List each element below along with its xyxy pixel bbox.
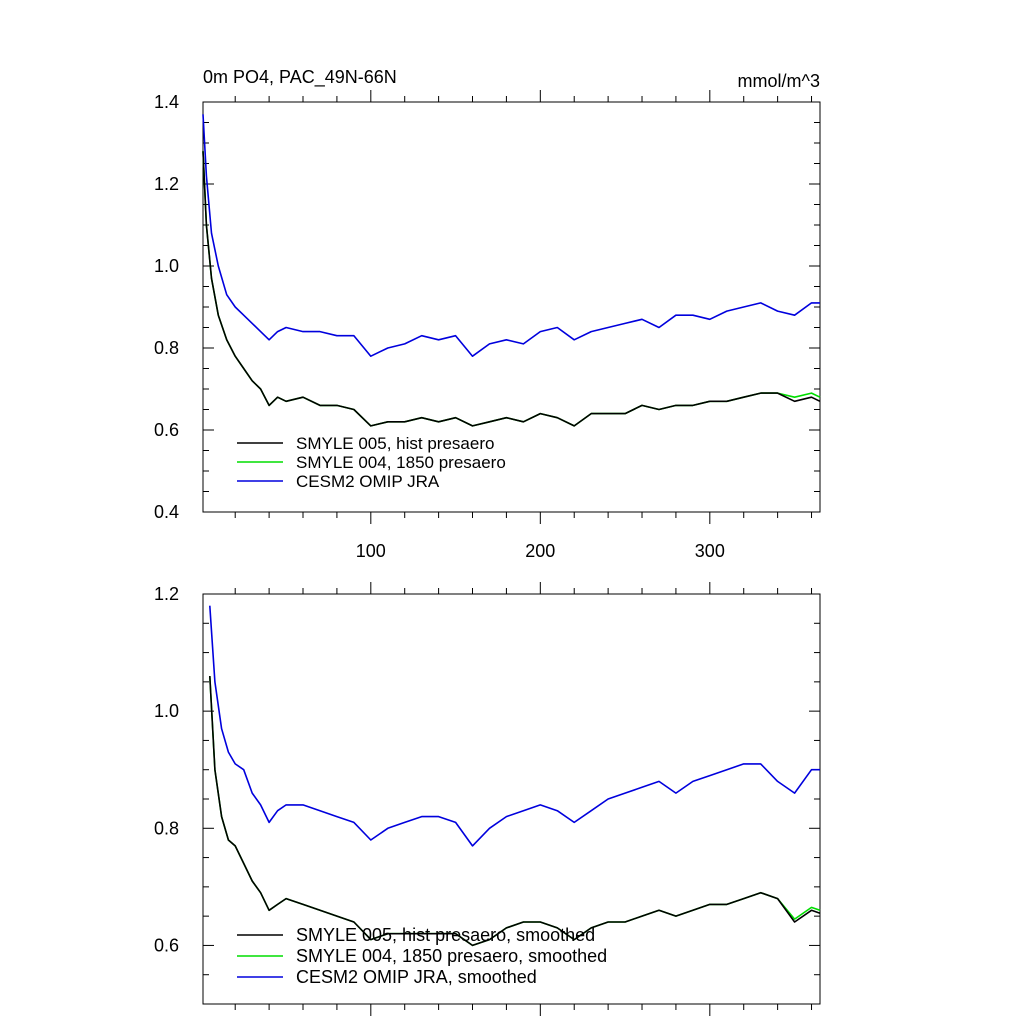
units-label: mmol/m^3 [738,71,820,91]
y-tick-label: 1.2 [154,174,179,194]
legend-label: SMYLE 005, hist presaero, smoothed [296,925,595,945]
series-line-1 [209,675,821,947]
y-tick-label: 1.0 [154,256,179,276]
series-line-2 [202,114,820,357]
y-tick-label: 0.8 [154,338,179,358]
axis-ticks-top: 0.4 0.6 0.8 1.0 1.2 1.4 100 200 300 [154,90,820,561]
y-tick-label: 1.0 [154,701,179,721]
legend-bottom: SMYLE 005, hist presaero, smoothedSMYLE … [237,925,607,987]
y-tick-label: 1.4 [154,92,179,112]
series-lines-top [202,114,821,427]
x-tick-label: 100 [356,541,386,561]
y-tick-label: 0.8 [154,818,179,838]
y-tick-label: 0.6 [154,935,179,955]
y-tick-label: 0.4 [154,502,179,522]
chart-panel-top: 0m PO4, PAC_49N-66N mmol/m^3 0.4 0.6 0.8 1.… [154,67,821,561]
legend-label: SMYLE 004, 1850 presaero, smoothed [296,946,607,966]
x-tick-label: 200 [525,541,555,561]
legend-label: CESM2 OMIP JRA, smoothed [296,967,537,987]
y-tick-label: 0.6 [154,420,179,440]
axis-ticks-bottom: 0.6 0.8 1.0 1.2 [154,582,820,1016]
legend-label: SMYLE 004, 1850 presaero [296,453,506,472]
series-line-0 [202,151,821,427]
x-tick-label: 300 [695,541,725,561]
chart-title: 0m PO4, PAC_49N-66N [203,67,397,88]
legend-label: CESM2 OMIP JRA [296,472,440,491]
series-line-1 [202,151,821,427]
chart-panel-bottom: 0.6 0.8 1.0 1.2 SMYLE 005, hist presaero, s… [154,582,821,1016]
y-tick-label: 1.2 [154,584,179,604]
series-lines-bottom [209,605,821,947]
series-line-2 [209,605,820,847]
series-line-0 [209,675,821,947]
legend-label: SMYLE 005, hist presaero [296,434,494,453]
